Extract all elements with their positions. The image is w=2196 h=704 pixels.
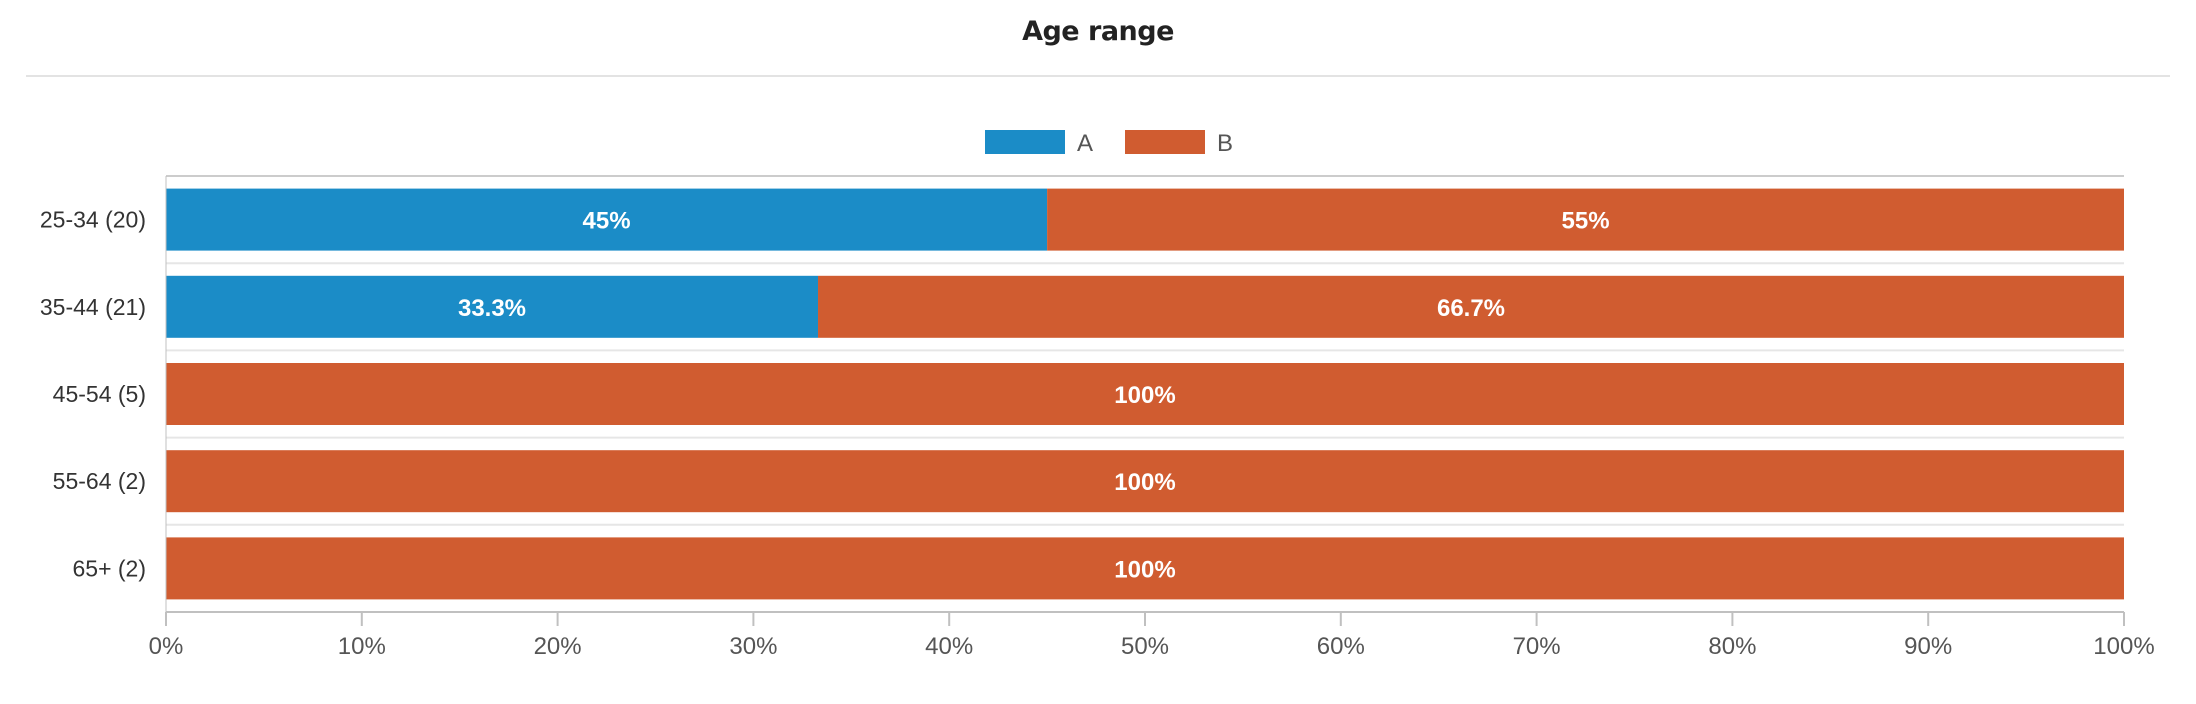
x-tick-label-7: 70% [1513, 633, 1561, 660]
legend-swatch-a[interactable] [985, 130, 1065, 154]
data-label-b-3: 100% [1114, 469, 1175, 496]
title-divider [26, 75, 2170, 77]
x-tick-label-9: 90% [1904, 633, 1952, 660]
bar-b-2[interactable] [166, 363, 2124, 425]
data-label-b-1: 66.7% [1437, 295, 1505, 322]
bar-a-1[interactable] [166, 275, 819, 338]
x-tick-label-4: 40% [925, 633, 973, 660]
x-tick-label-3: 30% [729, 633, 777, 660]
bar-b-3[interactable] [166, 450, 2124, 513]
bar-b-4[interactable] [166, 537, 2124, 600]
bar-b-0[interactable] [1047, 188, 2124, 251]
x-tick-label-5: 50% [1121, 633, 1169, 660]
data-label-b-4: 100% [1114, 556, 1175, 583]
category-label-3: 55-64 (2) [53, 468, 146, 494]
bar-a-0[interactable] [166, 188, 1048, 251]
x-axis: 0% 10% 20% 30% 40% 50% 60% 70% 80% 90% 100% [149, 176, 2155, 660]
data-label-a-1: 33.3% [458, 295, 526, 322]
x-tick-label-10: 100% [2093, 633, 2154, 660]
category-label-4: 65+ (2) [72, 555, 146, 581]
legend-label-b[interactable]: B [1217, 130, 1233, 157]
x-tick-label-1: 10% [338, 633, 386, 660]
data-label-b-0: 55% [1562, 208, 1610, 235]
legend-swatch-b[interactable] [1125, 130, 1205, 154]
data-label-a-0: 45% [583, 208, 631, 235]
chart-title: Age range [1022, 16, 1174, 47]
category-label-0: 25-34 (20) [40, 207, 146, 233]
x-tick-label-8: 80% [1708, 633, 1756, 660]
legend-label-a[interactable]: A [1077, 130, 1093, 157]
category-label-2: 45-54 (5) [53, 381, 146, 407]
data-label-b-2: 100% [1114, 382, 1175, 409]
category-label-1: 35-44 (21) [40, 294, 146, 320]
x-tick-label-0: 0% [149, 633, 184, 660]
plot-area: 45% 55% 25-34 (20) 33.3% 66.7% 35-44 (21) 100%… [40, 175, 2125, 600]
bar-b-1[interactable] [818, 275, 2125, 338]
x-tick-label-2: 20% [534, 633, 582, 660]
x-tick-label-6: 60% [1317, 633, 1365, 660]
